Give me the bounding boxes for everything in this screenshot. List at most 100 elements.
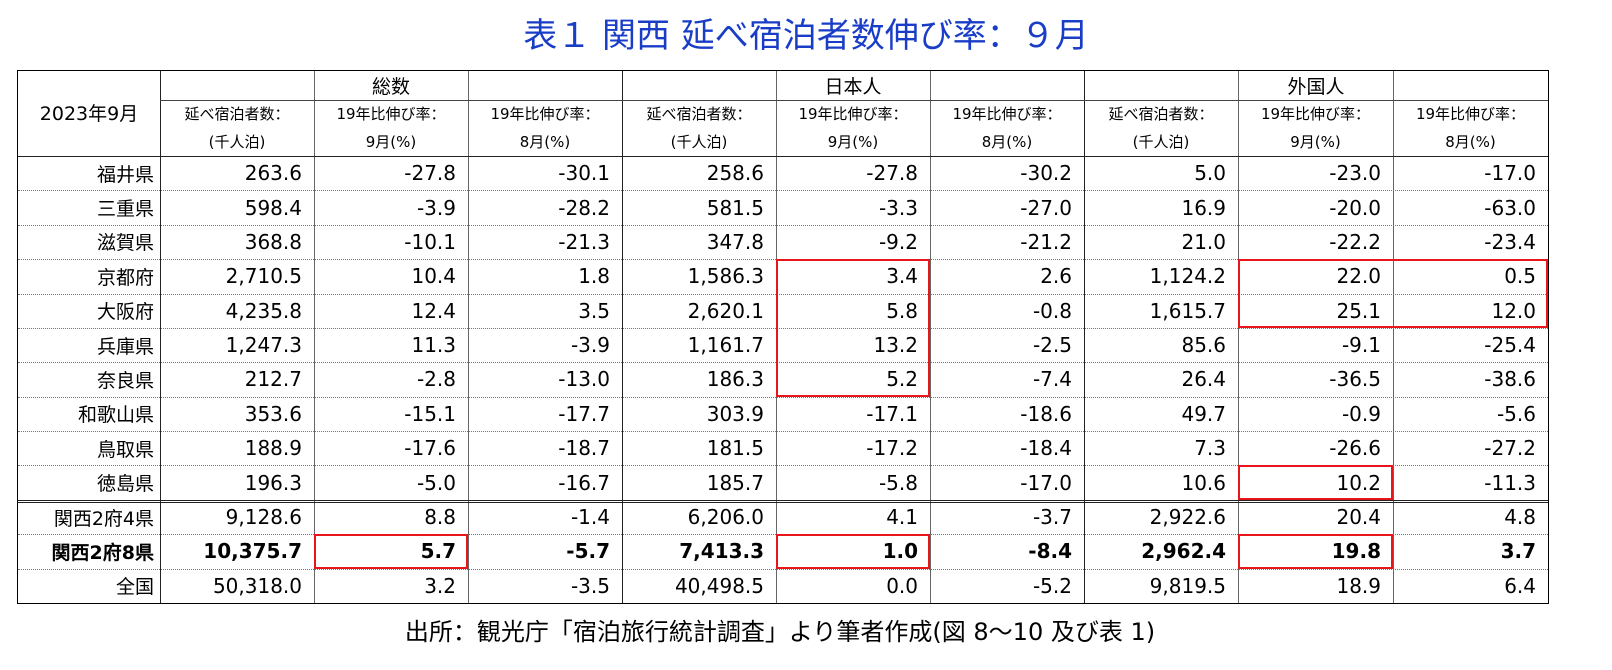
sub-header-line: (千人泊) (1132, 133, 1190, 151)
data-cell: -18.4 (1020, 436, 1072, 461)
sub-header-line: 延べ宿泊者数： (184, 105, 290, 123)
header-line (160, 100, 1548, 101)
data-cell: 85.6 (1181, 333, 1226, 358)
data-cell: -3.3 (878, 195, 918, 220)
data-cell: 1.8 (578, 264, 610, 289)
data-cell: 188.9 (244, 436, 302, 461)
data-cell: -5.7 (566, 539, 610, 564)
data-cell: -17.6 (404, 436, 456, 461)
data-cell: -30.2 (1020, 161, 1072, 186)
row-line (18, 190, 1548, 192)
sub-header-line: 8月(%) (519, 133, 571, 151)
row-line (18, 499, 1548, 503)
data-cell: 5.8 (886, 298, 918, 323)
sub-header-line: 延べ宿泊者数： (646, 105, 752, 123)
row-line (18, 568, 1548, 570)
data-cell: 10,375.7 (203, 539, 302, 564)
data-cell: -17.7 (558, 401, 610, 426)
data-cell: 21.0 (1181, 229, 1226, 254)
data-cell: 9,128.6 (225, 505, 302, 530)
data-cell: 1,247.3 (225, 333, 302, 358)
data-cell: 1,161.7 (687, 333, 764, 358)
data-cell: 6.4 (1504, 573, 1536, 598)
row-label: 奈良県 (96, 369, 154, 392)
group-header: 外国人 (1287, 76, 1345, 98)
data-cell: -22.2 (1329, 229, 1381, 254)
row-line (18, 362, 1548, 364)
header-line (18, 156, 1548, 157)
sub-header-line: 延べ宿泊者数： (1108, 105, 1214, 123)
row-line (18, 431, 1548, 433)
sub-header-line: 19年比伸び率： (490, 105, 600, 123)
data-cell: 18.9 (1336, 573, 1381, 598)
sub-header-line: 19年比伸び率： (1415, 105, 1526, 123)
data-cell: -0.8 (1032, 298, 1072, 323)
data-cell: -5.0 (416, 470, 456, 495)
sub-header: 19年比伸び率： 9月(%) (1238, 100, 1393, 156)
sub-header-line: 19年比伸び率： (952, 105, 1062, 123)
highlight-box (1238, 259, 1548, 328)
column-line (314, 71, 315, 603)
data-cell: 3.5 (578, 298, 610, 323)
row-label: 全国 (115, 576, 154, 599)
data-cell: 10.2 (1336, 470, 1381, 495)
data-cell: 258.6 (706, 161, 764, 186)
sub-header: 19年比伸び率： 9月(%) (314, 100, 468, 156)
data-cell: -16.7 (558, 470, 610, 495)
data-cell: -27.0 (1020, 195, 1072, 220)
data-cell: 303.9 (706, 401, 764, 426)
data-cell: 368.8 (244, 229, 302, 254)
highlight-box (314, 534, 468, 569)
corner-label: 2023年9月 (39, 103, 139, 125)
sub-header: 19年比伸び率： 9月(%) (776, 100, 930, 156)
data-cell: -21.2 (1020, 229, 1072, 254)
sub-header-line: 9月(%) (1290, 133, 1341, 151)
data-cell: 263.6 (244, 161, 302, 186)
data-cell: 185.7 (706, 470, 764, 495)
data-cell: -5.8 (878, 470, 918, 495)
data-cell: 6,206.0 (687, 505, 764, 530)
data-cell: 3.7 (1500, 539, 1536, 564)
data-cell: -1.4 (570, 505, 610, 530)
data-cell: 40,498.5 (674, 573, 764, 598)
data-cell: 1.0 (882, 539, 918, 564)
data-cell: -23.0 (1329, 161, 1381, 186)
data-cell: -38.6 (1484, 367, 1536, 392)
data-cell: 19.8 (1331, 539, 1381, 564)
data-cell: 1,124.2 (1149, 264, 1226, 289)
row-label: 三重県 (96, 198, 154, 221)
data-cell: 25.1 (1336, 298, 1381, 323)
data-cell: 2,962.4 (1141, 539, 1226, 564)
sub-header-line: (千人泊) (208, 133, 266, 151)
row-label: 関西2府4県 (53, 507, 154, 530)
data-cell: 4.1 (886, 505, 918, 530)
data-cell: 10.4 (411, 264, 456, 289)
data-cell: 5.2 (886, 367, 918, 392)
data-cell: -2.8 (416, 367, 456, 392)
data-cell: -11.3 (1484, 470, 1536, 495)
data-cell: 353.6 (244, 401, 302, 426)
sub-header-line: 9月(%) (365, 133, 417, 151)
highlight-box (776, 259, 930, 397)
data-cell: -15.1 (404, 401, 456, 426)
column-line (622, 71, 623, 603)
data-cell: 196.3 (244, 470, 302, 495)
column-line (930, 71, 931, 603)
data-cell: -36.5 (1329, 367, 1381, 392)
data-cell: -17.2 (866, 436, 918, 461)
data-cell: 20.4 (1336, 505, 1381, 530)
data-cell: 8.8 (424, 505, 456, 530)
highlight-box (1238, 465, 1393, 500)
data-cell: -17.1 (866, 401, 918, 426)
data-cell: 7.3 (1194, 436, 1226, 461)
sub-header: 延べ宿泊者数： (千人泊) (622, 100, 776, 156)
data-cell: -9.2 (878, 229, 918, 254)
source-note: 出所：観光庁「宿泊旅行統計調査」より筆者作成(図 8～10 及び表 1) (404, 618, 1156, 646)
data-cell: -17.0 (1484, 161, 1536, 186)
data-cell: 1,615.7 (1149, 298, 1226, 323)
data-cell: -17.0 (1020, 470, 1072, 495)
sub-header-line: 9月(%) (827, 133, 879, 151)
data-cell: -30.1 (558, 161, 610, 186)
data-cell: -2.5 (1032, 333, 1072, 358)
sub-header-line: 8月(%) (1445, 133, 1496, 151)
